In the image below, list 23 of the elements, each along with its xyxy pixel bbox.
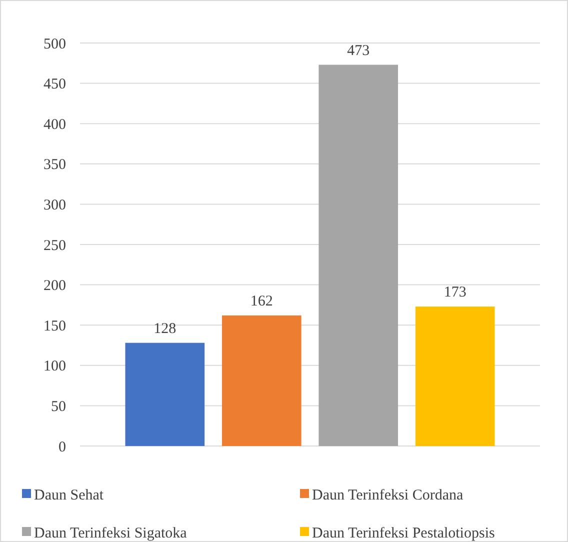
y-tick-label: 100	[44, 358, 66, 375]
bar	[415, 306, 495, 446]
bar	[222, 315, 302, 446]
y-tick-label: 450	[44, 76, 66, 93]
y-tick-label: 0	[58, 439, 66, 456]
data-label: 173	[444, 284, 466, 301]
y-tick-label: 150	[44, 318, 66, 334]
bar	[318, 64, 398, 446]
data-label: 162	[250, 293, 273, 310]
legend-label: Daun Sehat	[34, 487, 104, 504]
y-tick-label: 400	[44, 116, 66, 133]
y-tick-label: 250	[44, 238, 66, 254]
legend-label: Daun Terinfeksi Sigatoka	[34, 525, 188, 542]
y-tick-label: 50	[51, 398, 66, 415]
data-label: 128	[154, 320, 176, 337]
legend-label: Daun Terinfeksi Cordana	[312, 487, 464, 504]
y-tick-label: 300	[44, 197, 66, 214]
legend-label: Daun Terinfeksi Pestalotiopsis	[312, 525, 495, 542]
y-tick-label: 500	[44, 36, 66, 52]
data-label: 473	[347, 42, 370, 59]
bar	[125, 342, 205, 446]
y-tick-label: 350	[44, 157, 66, 174]
y-tick-label: 200	[44, 278, 66, 294]
